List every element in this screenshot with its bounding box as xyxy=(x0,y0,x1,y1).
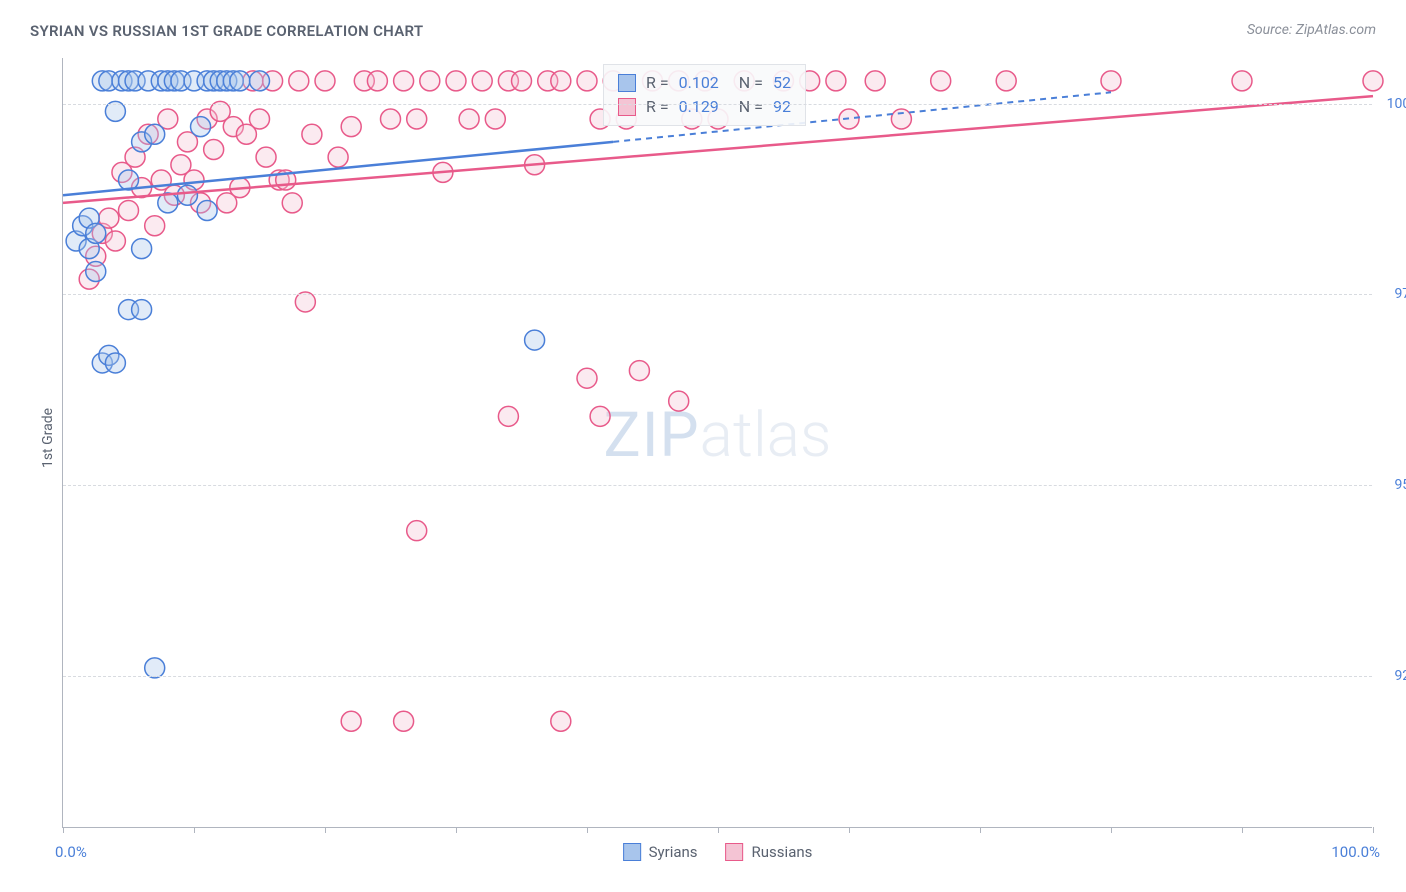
y-tick-label: 100.0% xyxy=(1387,96,1406,112)
data-point xyxy=(577,71,597,91)
data-point xyxy=(302,124,322,144)
stats-swatch xyxy=(618,98,636,116)
data-point xyxy=(865,71,885,91)
data-point xyxy=(407,109,427,129)
data-point xyxy=(250,109,270,129)
data-point xyxy=(367,71,387,91)
stats-n-value: 92 xyxy=(773,95,791,119)
legend-swatch xyxy=(726,843,744,861)
data-point xyxy=(282,193,302,213)
x-tick xyxy=(849,827,850,833)
x-tick xyxy=(456,827,457,833)
data-point xyxy=(512,71,532,91)
data-point xyxy=(191,117,211,137)
y-tick-label: 97.5% xyxy=(1394,286,1406,302)
x-tick xyxy=(1373,827,1374,833)
data-point xyxy=(577,368,597,388)
data-point xyxy=(204,139,224,159)
data-point xyxy=(289,71,309,91)
grid-line xyxy=(63,294,1372,295)
stats-row: R = 0.102 N = 52 xyxy=(618,71,791,95)
stats-r-value: 0.129 xyxy=(679,95,719,119)
data-point xyxy=(407,521,427,541)
x-tick xyxy=(980,827,981,833)
data-point xyxy=(256,147,276,167)
scatter-svg xyxy=(63,58,1372,827)
data-point xyxy=(590,406,610,426)
stats-box: R = 0.102 N = 52 R = 0.129 N = 92 xyxy=(603,64,806,126)
data-point xyxy=(446,71,466,91)
data-point xyxy=(105,353,125,373)
y-axis-title: 1st Grade xyxy=(40,408,56,468)
source-label: Source: ZipAtlas.com xyxy=(1247,22,1376,38)
stats-r-value: 0.102 xyxy=(679,71,719,95)
x-tick xyxy=(1111,827,1112,833)
chart-title: SYRIAN VS RUSSIAN 1ST GRADE CORRELATION … xyxy=(30,22,423,40)
legend-label: Syrians xyxy=(649,843,698,861)
y-tick-label: 92.5% xyxy=(1394,668,1406,684)
data-point xyxy=(472,71,492,91)
legend: Syrians Russians xyxy=(623,843,813,861)
data-point xyxy=(551,711,571,731)
stats-n-label: N = xyxy=(739,95,763,119)
data-point xyxy=(629,361,649,381)
data-point xyxy=(420,71,440,91)
x-tick xyxy=(194,827,195,833)
plot-area: ZIPatlas R =0.102N =52R =0.129N =92 0.0%… xyxy=(62,58,1372,828)
data-point xyxy=(341,117,361,137)
data-point xyxy=(1101,71,1121,91)
x-tick xyxy=(63,827,64,833)
data-point xyxy=(996,71,1016,91)
data-point xyxy=(381,109,401,129)
stats-n-value: 52 xyxy=(773,71,791,95)
data-point xyxy=(394,71,414,91)
legend-item[interactable]: Syrians xyxy=(623,843,698,861)
x-tick xyxy=(325,827,326,833)
data-point xyxy=(145,216,165,236)
stats-r-label: R = xyxy=(646,71,669,95)
data-point xyxy=(891,109,911,129)
x-tick xyxy=(1242,827,1243,833)
data-point xyxy=(931,71,951,91)
data-point xyxy=(250,71,270,91)
data-point xyxy=(230,71,250,91)
data-point xyxy=(525,330,545,350)
data-point xyxy=(551,71,571,91)
grid-line xyxy=(63,676,1372,677)
data-point xyxy=(498,406,518,426)
legend-label: Russians xyxy=(752,843,813,861)
data-point xyxy=(485,109,505,129)
data-point xyxy=(341,711,361,731)
x-tick xyxy=(587,827,588,833)
data-point xyxy=(86,223,106,243)
data-point xyxy=(459,109,479,129)
data-point xyxy=(132,239,152,259)
x-tick xyxy=(718,827,719,833)
grid-line xyxy=(63,104,1372,105)
x-range-min: 0.0% xyxy=(55,843,87,861)
legend-item[interactable]: Russians xyxy=(726,843,813,861)
data-point xyxy=(86,261,106,281)
data-point xyxy=(197,200,217,220)
data-point xyxy=(328,147,348,167)
data-point xyxy=(119,200,139,220)
grid-line xyxy=(63,485,1372,486)
stats-r-label: R = xyxy=(646,95,669,119)
data-point xyxy=(132,300,152,320)
stats-swatch xyxy=(618,74,636,92)
data-point xyxy=(1363,71,1383,91)
data-point xyxy=(315,71,335,91)
legend-swatch xyxy=(623,843,641,861)
data-point xyxy=(826,71,846,91)
data-point xyxy=(669,391,689,411)
data-point xyxy=(105,231,125,251)
data-point xyxy=(177,185,197,205)
x-range-max: 100.0% xyxy=(1331,843,1380,861)
data-point xyxy=(1232,71,1252,91)
data-point xyxy=(394,711,414,731)
y-tick-label: 95.0% xyxy=(1394,477,1406,493)
stats-row: R = 0.129 N = 92 xyxy=(618,95,791,119)
stats-n-label: N = xyxy=(739,71,763,95)
data-point xyxy=(145,124,165,144)
